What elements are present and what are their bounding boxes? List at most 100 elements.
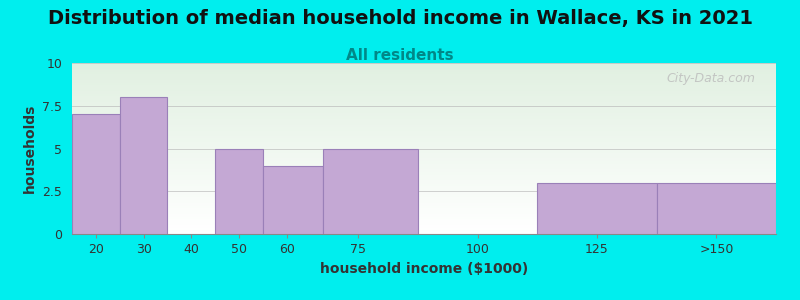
Bar	[72, 216, 776, 217]
Bar	[72, 213, 776, 214]
Bar	[72, 84, 776, 85]
Bar	[72, 149, 776, 150]
Bar	[72, 137, 776, 138]
Bar	[72, 227, 776, 228]
Bar	[72, 104, 776, 105]
Bar	[72, 153, 776, 154]
Bar	[72, 183, 776, 184]
Bar	[72, 105, 776, 106]
Bar	[72, 92, 776, 93]
Bar	[72, 116, 776, 117]
Bar	[72, 99, 776, 100]
Bar	[72, 203, 776, 204]
Bar	[72, 127, 776, 128]
Bar	[72, 156, 776, 157]
Bar	[72, 232, 776, 233]
Bar	[72, 220, 776, 221]
Bar	[72, 110, 776, 111]
Bar	[72, 118, 776, 119]
Bar	[72, 219, 776, 220]
Bar	[72, 115, 776, 116]
Bar	[538, 183, 657, 234]
Bar	[72, 111, 776, 112]
Bar	[72, 157, 776, 158]
Bar	[72, 109, 776, 110]
Bar	[72, 166, 776, 167]
Bar	[72, 131, 776, 132]
Bar	[72, 134, 776, 135]
Bar	[72, 91, 776, 92]
Bar	[72, 230, 776, 231]
Bar	[72, 162, 776, 163]
Bar	[72, 198, 776, 199]
Bar	[72, 135, 776, 136]
Bar	[72, 192, 776, 193]
Bar	[72, 158, 776, 159]
Bar	[72, 70, 776, 71]
Bar	[72, 117, 776, 118]
Bar	[72, 211, 776, 212]
Bar	[72, 118, 776, 119]
Bar	[72, 214, 776, 215]
Bar	[72, 126, 776, 127]
Bar	[72, 205, 776, 206]
Bar	[72, 82, 776, 83]
Bar	[72, 202, 776, 203]
Bar	[72, 225, 776, 226]
Bar	[657, 183, 776, 234]
Bar	[72, 90, 776, 91]
Bar	[72, 97, 776, 98]
Bar	[72, 65, 776, 66]
Bar	[72, 128, 776, 129]
Y-axis label: households: households	[22, 104, 37, 193]
Bar	[72, 147, 776, 148]
Bar	[72, 146, 776, 147]
Bar	[72, 139, 776, 140]
Bar	[72, 233, 776, 234]
Bar	[72, 120, 776, 121]
Bar	[72, 191, 776, 192]
Bar	[72, 145, 776, 146]
Bar	[72, 151, 776, 152]
Bar	[72, 187, 776, 188]
Bar	[72, 136, 776, 137]
Bar	[72, 184, 776, 185]
Bar	[72, 179, 776, 180]
Bar	[72, 171, 776, 172]
Bar	[72, 122, 776, 123]
Bar	[72, 80, 776, 81]
Bar	[72, 196, 776, 197]
Bar	[72, 223, 776, 224]
Bar	[72, 169, 776, 170]
Bar	[72, 138, 776, 139]
Bar	[72, 190, 776, 191]
Bar	[72, 181, 776, 182]
Bar	[72, 72, 776, 73]
Bar	[72, 119, 776, 120]
Bar	[72, 142, 776, 143]
Bar	[72, 209, 776, 210]
Text: Distribution of median household income in Wallace, KS in 2021: Distribution of median household income …	[47, 9, 753, 28]
Bar	[72, 160, 776, 161]
Bar	[72, 180, 776, 181]
Bar	[72, 112, 776, 113]
Bar	[72, 212, 776, 213]
Bar	[72, 133, 776, 134]
Bar	[72, 144, 776, 145]
Bar	[72, 163, 776, 164]
X-axis label: household income ($1000): household income ($1000)	[320, 262, 528, 276]
Bar	[72, 88, 776, 89]
Bar	[72, 194, 776, 195]
Bar	[72, 113, 776, 114]
Bar	[72, 69, 776, 70]
Bar	[72, 107, 776, 108]
Bar	[72, 159, 776, 160]
Bar	[72, 73, 776, 74]
Bar	[72, 170, 776, 171]
Bar	[72, 207, 776, 208]
Bar	[72, 67, 776, 68]
Bar	[72, 208, 776, 209]
Bar	[72, 64, 776, 65]
Bar	[72, 176, 776, 177]
Bar	[72, 204, 776, 205]
